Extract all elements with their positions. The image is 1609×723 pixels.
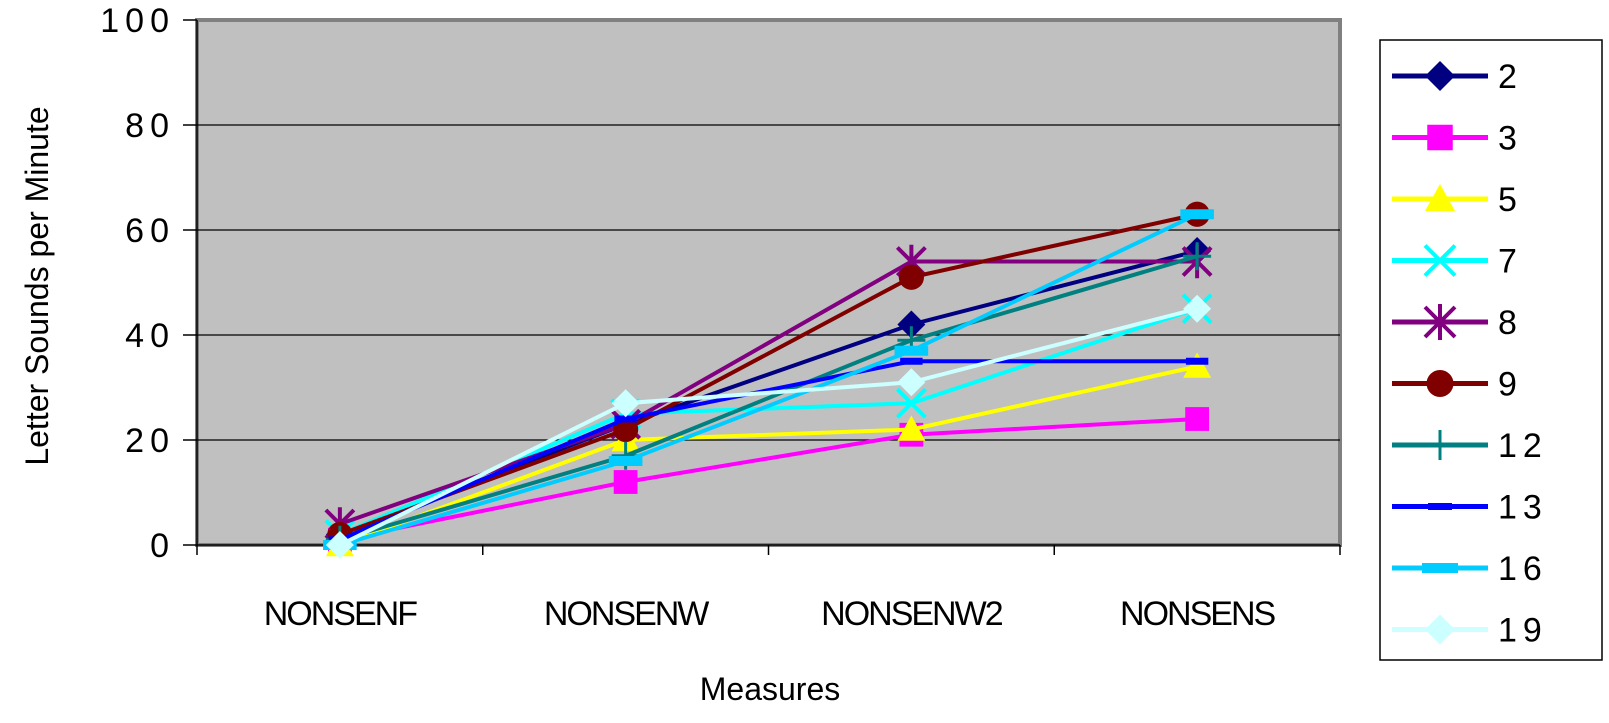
legend-item-5: 5 (1392, 181, 1523, 219)
legend-item-7: 7 (1392, 243, 1523, 281)
axes (183, 19, 1341, 555)
x-axis-title: Measures (700, 671, 841, 707)
legend-item-2: 2 (1392, 58, 1523, 96)
series-line (339, 254, 1198, 542)
series-lines (323, 201, 1214, 559)
x-tick-label: NONSENF (264, 595, 417, 633)
y-tick-label: 0 (150, 527, 175, 565)
legend-label: 19 (1498, 612, 1548, 650)
x-tick-label: NONSENS (1120, 595, 1275, 633)
data-point (894, 345, 929, 356)
legend-item-9: 9 (1392, 366, 1523, 404)
legend-label: 8 (1498, 304, 1523, 342)
x-tick-label: NONSENW (544, 595, 709, 633)
legend-item-16: 16 (1392, 550, 1548, 588)
data-point (614, 415, 637, 423)
data-point (897, 368, 926, 397)
data-point (325, 531, 354, 559)
data-point (1185, 407, 1210, 431)
y-tick-label: 60 (125, 212, 175, 250)
data-point (1183, 242, 1212, 271)
data-point (897, 310, 926, 339)
x-tick-labels: NONSENF NONSENW NONSENW2 NONSENS (264, 595, 1278, 633)
data-point (1185, 357, 1209, 365)
legend-item-13: 13 (1392, 489, 1548, 527)
legend-item-3: 3 (1392, 120, 1523, 158)
data-point (1422, 563, 1458, 573)
data-point (897, 415, 926, 441)
y-tick-label: 40 (125, 317, 175, 355)
series-line (338, 306, 1198, 547)
legend-label: 5 (1498, 181, 1523, 219)
data-point (1428, 503, 1452, 510)
data-point (1183, 352, 1212, 378)
legend-box (1379, 39, 1603, 661)
y-tick-labels: 0 20 40 60 80 100 (100, 2, 175, 565)
plot-area (195, 18, 1342, 547)
legend-label: 16 (1498, 550, 1548, 588)
series-line (339, 417, 1198, 542)
data-point (1423, 244, 1457, 277)
legend-label: 13 (1498, 489, 1548, 527)
legend-label: 7 (1498, 243, 1523, 281)
legend: 2 3 5 7 8 9 12 13 16 19 (1379, 39, 1603, 661)
data-point (613, 470, 638, 494)
y-tick-label: 80 (125, 107, 175, 145)
legend-item-19: 19 (1392, 612, 1548, 650)
gridlines (197, 124, 1340, 441)
data-point (608, 456, 643, 466)
data-point (1183, 294, 1212, 323)
series-line (339, 212, 1198, 547)
data-point (611, 389, 640, 418)
data-point (898, 264, 924, 290)
data-point (1423, 304, 1457, 340)
data-point (1425, 614, 1455, 645)
data-point (1427, 124, 1453, 151)
data-point (1426, 370, 1454, 397)
legend-label: 12 (1498, 427, 1548, 465)
legend-label: 9 (1498, 366, 1523, 404)
plot-background (195, 18, 1342, 547)
legend-label: 2 (1498, 58, 1523, 96)
data-point (1425, 430, 1455, 460)
legend-item-12: 12 (1392, 427, 1548, 465)
series-line (339, 359, 1198, 542)
legend-item-8: 8 (1392, 304, 1523, 342)
y-axis-title: Letter Sounds per Minute (19, 106, 55, 465)
data-point (1425, 61, 1455, 91)
legend-label: 3 (1498, 120, 1523, 158)
series-19 (325, 294, 1212, 559)
data-point (900, 357, 923, 365)
data-point (1180, 209, 1214, 220)
y-tick-label: 100 (100, 2, 175, 40)
x-tick-label: NONSENW2 (821, 595, 1003, 633)
data-point (895, 387, 927, 419)
series-line (339, 212, 1198, 537)
series-line (339, 364, 1198, 547)
y-tick-label: 20 (125, 422, 175, 460)
data-point (1425, 184, 1455, 211)
